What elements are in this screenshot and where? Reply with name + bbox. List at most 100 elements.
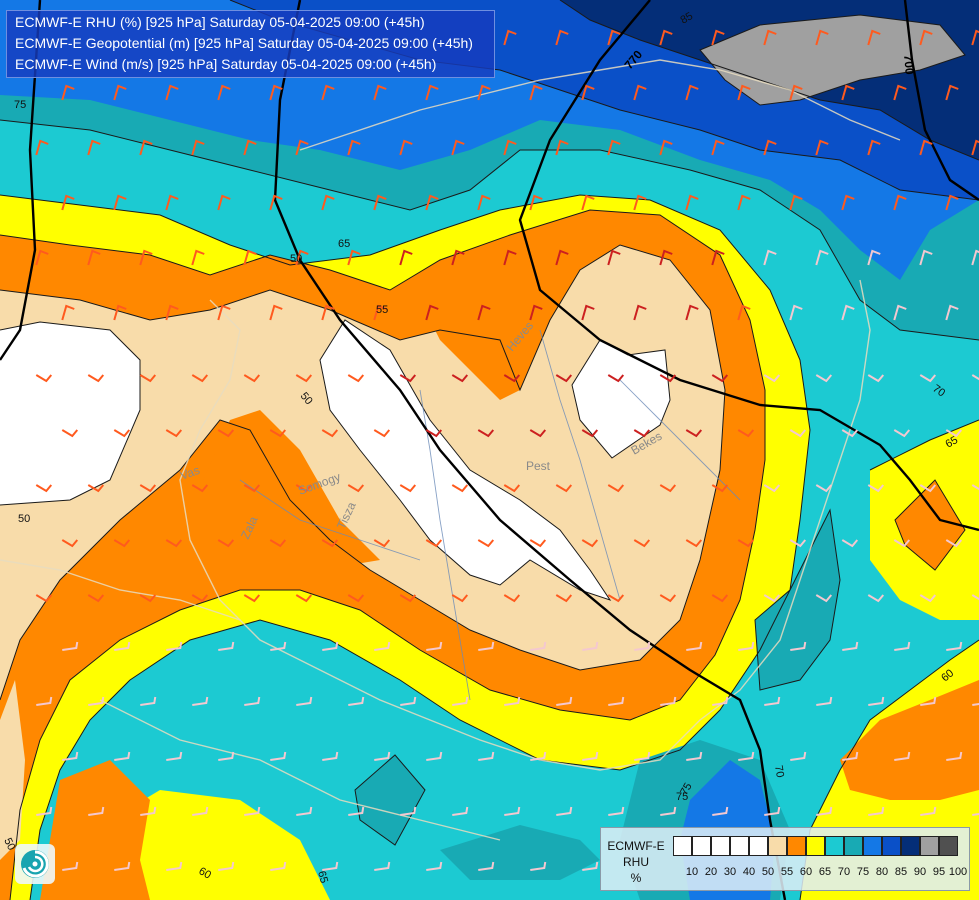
wind-barb [347,139,361,156]
rhu-band-70-75-south3 [440,825,600,880]
wind-barb [165,304,179,321]
wind-barb [139,594,157,603]
wind-barb [555,249,569,266]
wind-barb [555,29,569,46]
wind-barb [686,751,703,761]
wind-barb [920,696,937,706]
wind-barb [633,304,647,321]
legend-tick-label: 95 [932,866,946,878]
wind-barb [347,374,365,383]
wind-barb [633,429,651,438]
wind-barb [87,249,101,266]
wind-barb [815,139,829,156]
rhu-band-dry-west [0,322,140,505]
place-label: Vas [178,463,201,483]
rhu-band-60-65-south [110,790,330,900]
wind-barb [711,374,729,383]
contour-labels: 85 75 75 65 55 50 50 50 70 65 60 50 60 6… [1,10,960,885]
wind-barb [166,641,183,651]
legend-swatch [749,836,768,856]
legend-tick-label: 75 [856,866,870,878]
wind-barb [737,429,755,438]
wind-barb [425,84,439,101]
legend-tick-label: 20 [704,866,718,878]
wind-barb [841,84,855,101]
wind-barb [529,194,543,211]
wind-barb [61,304,75,321]
wind-barb [244,806,261,816]
wind-barb [711,249,725,266]
wind-barb [322,751,339,761]
wind-barb [452,696,469,706]
wind-barb [738,641,755,651]
wind-barb [789,539,807,548]
wind-barb [218,751,235,761]
map-title-box: ECMWF-E RHU (%) [925 hPa] Saturday 05-04… [6,10,495,78]
wind-barb [322,861,339,871]
wind-barb [555,139,569,156]
wind-barb [582,861,599,871]
wind-barb [503,594,521,603]
wind-barb [217,84,231,101]
wind-barb [686,641,703,651]
wind-barb [867,484,885,493]
wind-barb [711,139,725,156]
wind-barb [243,374,261,383]
swirl-icon [21,850,49,878]
wind-barb [217,539,235,548]
wind-barb [763,139,777,156]
wind-barb [633,194,647,211]
wind-barb [581,304,595,321]
wind-barb [607,594,625,603]
wind-barb [270,861,287,871]
legend-tick-label: 85 [894,866,908,878]
wind-barb [737,539,755,548]
wind-barb [945,304,959,321]
wind-barb [87,139,101,156]
wind-barb [789,429,807,438]
wind-barb [295,249,309,266]
legend-swatch [787,836,806,856]
wind-barb [763,484,781,493]
wind-barb [139,484,157,493]
rhu-contour-label: 50 [18,513,30,525]
wind-barb [503,484,521,493]
wind-barb [685,539,703,548]
wind-barb [139,374,157,383]
wind-barb [738,751,755,761]
wind-barb [400,696,417,706]
wind-barb [477,429,495,438]
wind-barb [451,374,469,383]
wind-barb [789,194,803,211]
legend-tick-label: 70 [837,866,851,878]
wind-barb [425,304,439,321]
wind-barb [529,429,547,438]
legend-swatch [730,836,749,856]
wind-barb [140,696,157,706]
legend-swatch [825,836,844,856]
wind-barb [607,484,625,493]
wind-barb [659,249,673,266]
wind-barb [373,304,387,321]
wind-barb [945,429,963,438]
wind-barb [478,861,495,871]
wind-barb [763,249,777,266]
wind-barb [582,751,599,761]
wind-barb [582,641,599,651]
rhu-contour-label: 50 [290,253,302,265]
wind-barb [815,29,829,46]
wind-barb [399,249,413,266]
legend-title-model: ECMWF-E [607,839,665,853]
wind-barb [790,751,807,761]
legend-tick-label: 10 [685,866,699,878]
wind-barb [660,806,677,816]
wind-barb [972,703,979,706]
wind-barb [790,641,807,651]
wind-barb [217,194,231,211]
legend-tick-label: 80 [875,866,889,878]
wind-barb [191,484,209,493]
wind-barb [971,374,979,381]
wind-barb [295,139,309,156]
wind-barb [374,641,391,651]
wind-barb [711,484,729,493]
